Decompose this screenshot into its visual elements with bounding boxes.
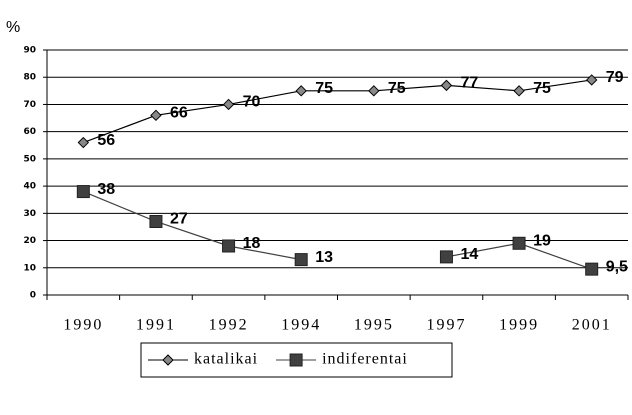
y-tick-label: 90 (23, 46, 36, 56)
data-label: 75 (388, 80, 406, 97)
data-label: 77 (460, 75, 478, 92)
data-label: 19 (533, 232, 551, 249)
x-tick-label: 1990 (63, 317, 103, 334)
y-tick-label: 70 (23, 100, 36, 110)
series-line (83, 79, 592, 144)
data-label: 14 (460, 246, 478, 263)
x-tick-label: 1994 (281, 317, 321, 334)
point (585, 262, 599, 276)
data-label: 38 (97, 181, 115, 198)
x-tick-label: 1999 (499, 317, 539, 334)
data-label: 18 (243, 235, 261, 252)
y-tick-label: 80 (23, 73, 36, 83)
point (512, 236, 526, 250)
y-tick-label: 30 (23, 209, 36, 219)
legend-label: indiferentai (322, 351, 408, 368)
legend-label: katalikai (194, 351, 258, 368)
point (585, 74, 598, 86)
data-label: 75 (315, 80, 333, 97)
y-tick-label: 10 (23, 263, 36, 273)
data-label: 70 (243, 94, 261, 111)
point (222, 239, 236, 253)
point (76, 185, 90, 199)
point (150, 109, 162, 122)
y-tick-label: 50 (23, 154, 36, 164)
x-tick-label: 2001 (572, 317, 612, 334)
point (222, 98, 235, 111)
y-tick-label: 40 (23, 182, 36, 192)
legend-marker (289, 353, 303, 367)
x-tick-label: 1995 (354, 317, 394, 334)
y-tick-label: 60 (23, 127, 36, 137)
point (513, 85, 525, 97)
point (294, 253, 308, 267)
point (368, 85, 380, 97)
data-label: 13 (315, 249, 333, 266)
data-label: 56 (97, 132, 115, 149)
x-tick-label: 1991 (136, 317, 176, 334)
y-tick-label: 0 (30, 291, 36, 301)
point (295, 85, 307, 97)
data-label: 75 (533, 80, 551, 97)
point (440, 79, 453, 92)
point (77, 136, 90, 149)
y-axis-label: % (6, 19, 20, 36)
point (439, 250, 453, 264)
legend-marker (162, 354, 174, 366)
x-tick-label: 1997 (426, 317, 466, 334)
x-tick-label: 1992 (209, 317, 249, 334)
series-line (83, 191, 592, 270)
data-label: 79 (606, 69, 624, 86)
y-tick-label: 20 (23, 236, 36, 246)
data-label: 9,5 (606, 258, 628, 275)
data-label: 27 (170, 211, 188, 228)
data-label: 66 (170, 105, 188, 122)
point (149, 215, 163, 228)
